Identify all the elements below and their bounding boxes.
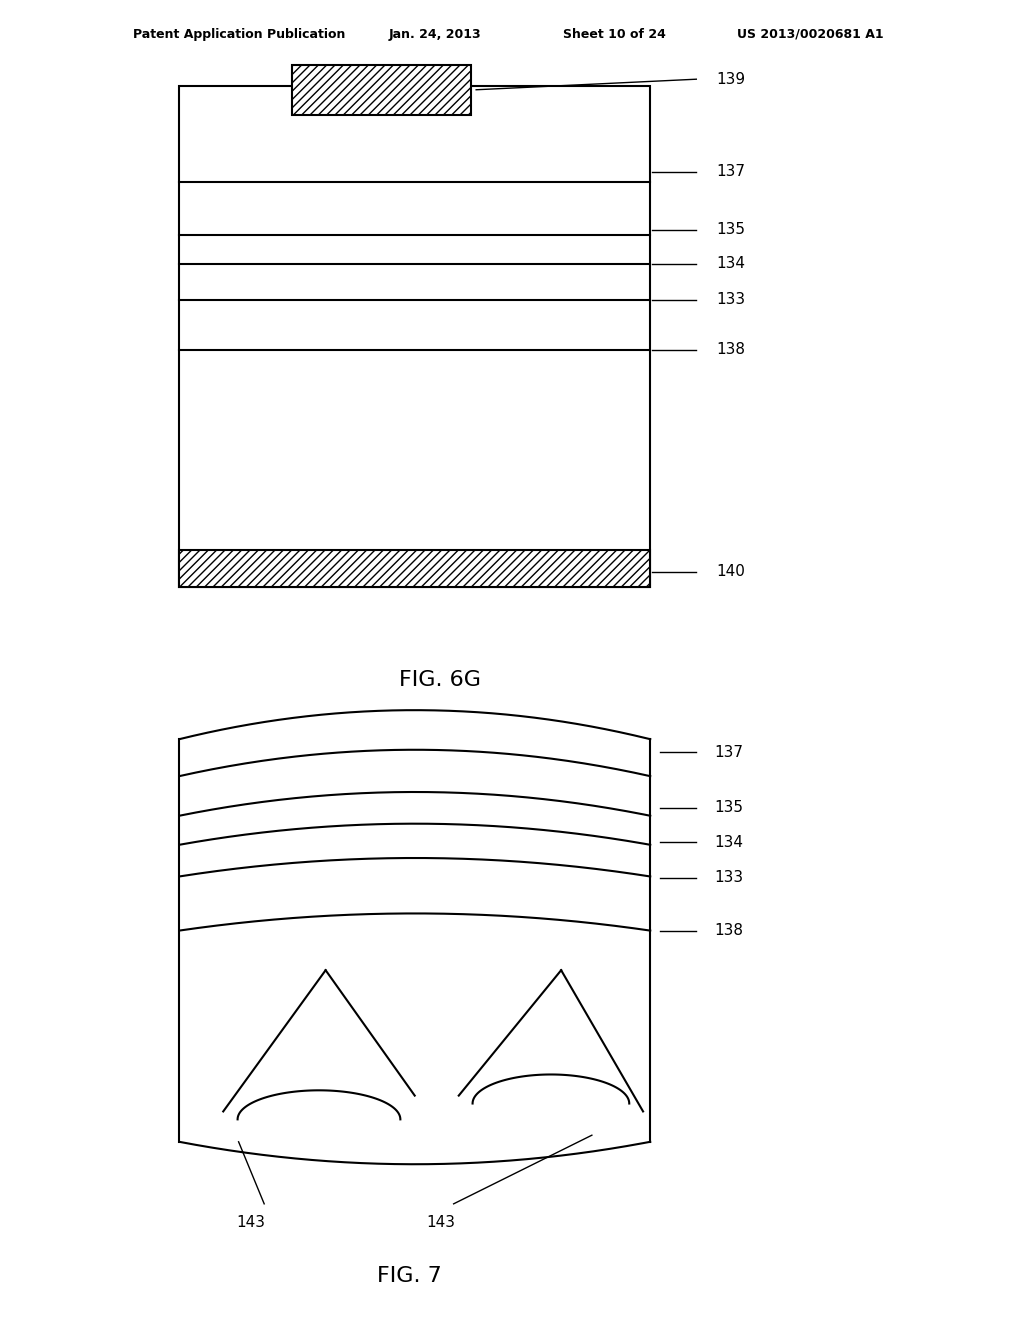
Text: FIG. 7: FIG. 7 <box>377 1266 442 1287</box>
Text: 137: 137 <box>717 164 745 180</box>
Text: 135: 135 <box>715 800 743 816</box>
Text: 143: 143 <box>426 1214 455 1230</box>
Text: Patent Application Publication: Patent Application Publication <box>133 28 345 41</box>
Text: 143: 143 <box>237 1214 265 1230</box>
Text: 138: 138 <box>717 342 745 358</box>
Text: Sheet 10 of 24: Sheet 10 of 24 <box>563 28 666 41</box>
Text: 133: 133 <box>717 292 745 308</box>
Text: 139: 139 <box>717 71 745 87</box>
Bar <box>292 65 471 115</box>
Text: 137: 137 <box>715 744 743 760</box>
Text: 134: 134 <box>717 256 745 272</box>
Bar <box>179 86 650 587</box>
Text: 138: 138 <box>715 923 743 939</box>
Text: Jan. 24, 2013: Jan. 24, 2013 <box>389 28 481 41</box>
Text: 134: 134 <box>715 834 743 850</box>
Bar <box>179 550 650 587</box>
Text: FIG. 6G: FIG. 6G <box>399 669 481 690</box>
Text: US 2013/0020681 A1: US 2013/0020681 A1 <box>737 28 884 41</box>
Text: 133: 133 <box>715 870 743 886</box>
Text: 135: 135 <box>717 222 745 238</box>
Text: 140: 140 <box>717 564 745 579</box>
